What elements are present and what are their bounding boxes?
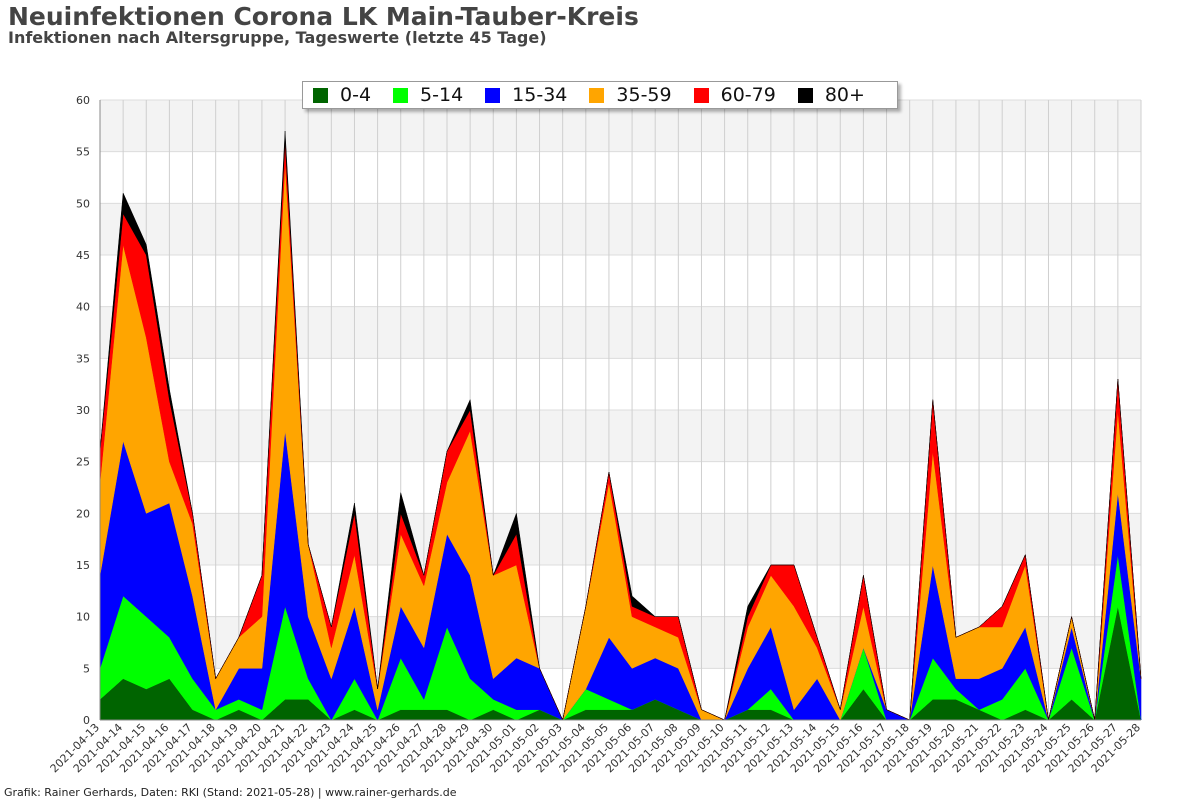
y-tick-label: 10 xyxy=(76,611,90,624)
legend-label: 0-4 xyxy=(340,84,372,106)
y-tick-label: 20 xyxy=(76,507,90,520)
grid-band xyxy=(100,203,1141,255)
chart-subtitle: Infektionen nach Altersgruppe, Tageswert… xyxy=(8,28,547,47)
grid-band xyxy=(100,306,1141,359)
legend-entry-5-14: 5-14 xyxy=(393,84,463,106)
legend-swatch xyxy=(485,87,501,103)
y-tick-label: 45 xyxy=(76,249,90,262)
legend-label: 35-59 xyxy=(616,84,672,106)
legend-label: 5-14 xyxy=(420,84,464,106)
legend-entry-15-34: 15-34 xyxy=(485,84,567,106)
y-tick-label: 35 xyxy=(76,352,90,365)
legend-label: 15-34 xyxy=(512,84,568,106)
y-tick-label: 55 xyxy=(76,146,90,159)
y-tick-label: 15 xyxy=(76,559,90,572)
legend-label: 80+ xyxy=(824,84,865,106)
legend-swatch xyxy=(693,87,709,103)
chart-legend: 0-4 5-14 15-34 35-59 60-79 80+ xyxy=(302,81,898,109)
legend-entry-60-79: 60-79 xyxy=(693,84,776,106)
y-tick-label: 30 xyxy=(76,404,90,417)
chart-title: Neuinfektionen Corona LK Main-Tauber-Kre… xyxy=(8,2,639,31)
footer-credit: Grafik: Rainer Gerhards, Daten: RKI (Sta… xyxy=(4,786,457,799)
legend-entry-0-4: 0-4 xyxy=(313,84,371,106)
legend-label: 60-79 xyxy=(720,84,776,106)
grid-band xyxy=(100,410,1141,462)
legend-swatch xyxy=(589,87,605,103)
legend-entry-80+: 80+ xyxy=(797,84,865,106)
y-tick-label: 25 xyxy=(76,456,90,469)
legend-entry-35-59: 35-59 xyxy=(589,84,672,106)
y-tick-label: 60 xyxy=(76,94,90,107)
legend-swatch xyxy=(393,87,409,103)
y-tick-label: 0 xyxy=(83,714,90,727)
legend-swatch xyxy=(797,87,813,103)
y-tick-label: 40 xyxy=(76,301,90,314)
legend-swatch xyxy=(313,87,328,103)
y-tick-label: 50 xyxy=(76,197,90,210)
y-tick-label: 5 xyxy=(83,662,90,675)
